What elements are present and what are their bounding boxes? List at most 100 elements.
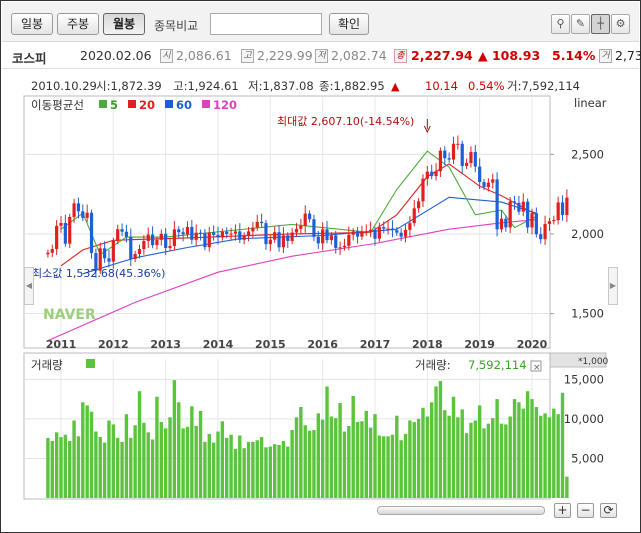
year-tick-label: 2016 xyxy=(307,338,338,351)
index-name: 코스피 xyxy=(12,51,47,66)
volume-bar xyxy=(456,417,460,498)
refresh-button[interactable]: ⟳ xyxy=(600,503,617,518)
price-panel xyxy=(23,95,551,349)
confirm-button[interactable]: 확인 xyxy=(329,13,369,35)
volume-bar xyxy=(255,440,259,498)
volume-bar xyxy=(233,448,238,498)
volume-unit-label: *1,000 xyxy=(578,357,609,367)
volume-bar xyxy=(425,416,430,498)
volume-bar xyxy=(556,414,560,498)
candle-body xyxy=(560,202,565,215)
daily-button[interactable]: 일봉 xyxy=(11,13,53,35)
volume-bar xyxy=(281,441,286,498)
naver-watermark: NAVER xyxy=(43,307,96,323)
quote-date: 2020.02.06 xyxy=(80,48,152,63)
volume-bar xyxy=(168,417,172,498)
candle-body xyxy=(68,216,72,244)
scrollbar-thumb[interactable] xyxy=(378,507,544,514)
volume-bar xyxy=(142,422,146,498)
pointer-tool-icon[interactable]: ⚲ xyxy=(551,14,570,34)
legend-high: 고:1,924.61 xyxy=(173,79,239,93)
volume-title: 거래량 xyxy=(31,358,63,372)
candle-body xyxy=(430,171,434,177)
volume-bar xyxy=(89,411,94,498)
time-scrollbar[interactable] xyxy=(377,506,545,515)
year-tick-label: 2013 xyxy=(150,338,181,351)
volume-bar xyxy=(373,414,377,498)
candle-body xyxy=(299,225,303,229)
candle-body xyxy=(220,231,224,238)
candle-body xyxy=(98,248,102,271)
candle-body xyxy=(212,232,216,235)
candle-body xyxy=(142,240,146,250)
volume-bar xyxy=(290,429,294,498)
candle-body xyxy=(146,234,150,241)
monthly-button[interactable]: 월봉 xyxy=(103,13,145,35)
candle-body xyxy=(338,247,342,249)
volume-bar xyxy=(190,406,194,498)
volume-bar xyxy=(251,441,255,498)
legend-low: 저:1,837.08 xyxy=(248,79,314,93)
volume-bar xyxy=(486,423,491,498)
volume-bar xyxy=(111,424,116,498)
quote-high: 2,229.99 xyxy=(257,48,313,63)
volume-bar xyxy=(477,405,482,498)
candle-body xyxy=(552,220,556,222)
volume-bar xyxy=(307,430,312,498)
candle-body xyxy=(342,245,347,248)
crosshair-tool-icon[interactable]: ┼ xyxy=(591,14,610,34)
candle-body xyxy=(425,171,429,179)
candle-body xyxy=(434,171,438,177)
legend-arrow: ▲ xyxy=(391,80,400,93)
candle-body xyxy=(526,201,530,228)
candle-body xyxy=(491,179,495,183)
candle-body xyxy=(329,235,333,241)
volume-bar xyxy=(438,380,443,498)
candle-body xyxy=(120,229,124,232)
scroll-left-icon[interactable]: ◀ xyxy=(24,267,34,305)
candle-body xyxy=(286,235,290,241)
candle-body xyxy=(417,201,421,209)
settings-tool-icon[interactable]: ⚙ xyxy=(611,14,630,34)
ma-legend-swatch xyxy=(99,100,107,108)
zoom-in-button[interactable]: + xyxy=(554,503,571,518)
candle-body xyxy=(294,228,299,233)
volume-bar xyxy=(342,431,347,498)
candle-body xyxy=(207,232,211,248)
candle-body xyxy=(534,213,538,235)
draw-tool-icon[interactable]: ✎ xyxy=(571,14,590,34)
candle-body xyxy=(111,240,115,262)
candle-body xyxy=(177,229,181,233)
volume-bar xyxy=(85,405,89,498)
volume-bar xyxy=(390,434,395,498)
volume-close-icon[interactable] xyxy=(530,360,542,372)
volume-bar xyxy=(129,437,133,498)
year-tick-label: 2014 xyxy=(203,338,234,351)
volume-bar xyxy=(238,435,242,498)
chart-controls: + − ⟳ xyxy=(2,498,639,532)
volume-bar xyxy=(320,419,325,498)
moving-average-ma120 xyxy=(47,219,537,342)
volume-bar xyxy=(512,399,517,498)
high-badge: 고 xyxy=(241,49,254,63)
candle-body xyxy=(281,235,286,248)
candle-body xyxy=(377,227,381,239)
weekly-button[interactable]: 주봉 xyxy=(57,13,99,35)
volume-unit-box xyxy=(549,352,607,368)
zoom-out-button[interactable]: − xyxy=(577,503,594,518)
candle-body xyxy=(225,231,229,234)
candle-body xyxy=(194,232,198,240)
volume-bar xyxy=(451,396,456,498)
candle-body xyxy=(347,234,351,246)
volume-bar xyxy=(412,422,416,498)
candle-body xyxy=(508,201,512,228)
volume-bar xyxy=(94,431,98,498)
year-tick-label: 2015 xyxy=(255,338,286,351)
volume-bar xyxy=(429,402,434,498)
scroll-right-icon[interactable]: ▶ xyxy=(608,267,618,305)
candle-body xyxy=(373,229,377,239)
candle-body xyxy=(517,202,521,212)
compare-input[interactable] xyxy=(210,13,322,35)
volume-bar xyxy=(137,391,142,498)
volume-bar xyxy=(246,441,251,498)
